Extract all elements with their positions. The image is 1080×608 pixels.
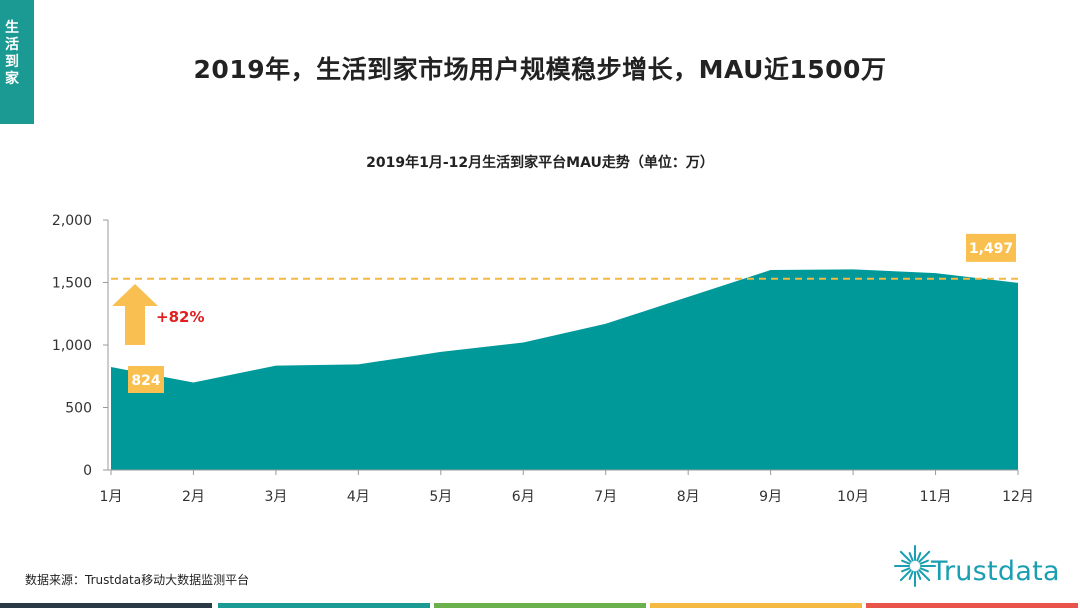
logo-text: Trustdata xyxy=(931,556,1060,587)
x-tick-label: 9月 xyxy=(759,489,782,505)
y-tick-label: 500 xyxy=(65,401,92,417)
y-tick-label: 2,000 xyxy=(52,213,92,229)
y-tick-label: 1,000 xyxy=(52,338,92,354)
x-tick-label: 7月 xyxy=(594,489,617,505)
mau-area-series xyxy=(111,269,1018,470)
bottom-bar-segment xyxy=(218,603,430,608)
callout-box-start xyxy=(128,366,164,393)
callout-label-start: 824 xyxy=(131,373,160,389)
x-tick-label: 2月 xyxy=(182,489,205,505)
x-tick-label: 5月 xyxy=(429,489,452,505)
x-tick-label: 6月 xyxy=(512,489,535,505)
section-tab-label: 生活到家 xyxy=(5,20,19,87)
y-tick-label: 1,500 xyxy=(52,276,92,292)
bottom-color-bar xyxy=(0,603,1080,608)
bottom-bar-segment xyxy=(650,603,862,608)
trustdata-logo: Trustdata xyxy=(893,538,1073,594)
growth-label: +82% xyxy=(156,308,204,326)
bottom-bar-segment xyxy=(866,603,1078,608)
data-source-note: 数据来源：Trustdata移动大数据监测平台 xyxy=(25,573,250,587)
bottom-bar-segment xyxy=(0,603,212,608)
x-tick-label: 1月 xyxy=(100,489,123,505)
x-tick-label: 4月 xyxy=(347,489,370,505)
page-title: 2019年，生活到家市场用户规模稳步增长，MAU近1500万 xyxy=(193,55,887,84)
bottom-bar-segment xyxy=(434,603,646,608)
chart-title: 2019年1月-12月生活到家平台MAU走势（单位：万） xyxy=(366,155,714,171)
callout-box-end xyxy=(966,233,1016,262)
section-tab: 生活到家 xyxy=(0,0,34,124)
x-tick-label: 10月 xyxy=(837,489,869,505)
x-tick-label: 3月 xyxy=(264,489,287,505)
callout-label-end: 1,497 xyxy=(969,241,1013,257)
up-arrow-icon xyxy=(112,284,158,345)
sunburst-logo-icon xyxy=(894,545,936,587)
x-tick-label: 11月 xyxy=(920,489,952,505)
x-tick-label: 8月 xyxy=(677,489,700,505)
y-tick-label: 0 xyxy=(83,463,92,479)
x-tick-label: 12月 xyxy=(1002,489,1034,505)
